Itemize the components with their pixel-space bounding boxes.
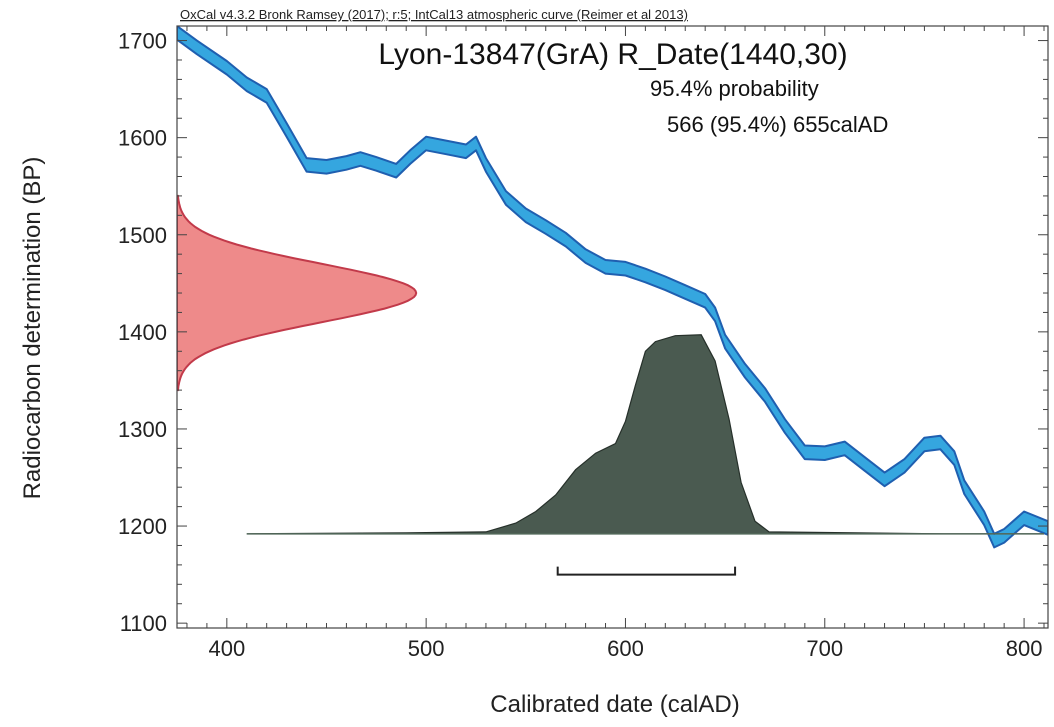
radiocarbon-distribution — [177, 194, 418, 392]
y-axis: 1100 1200 1300 1400 1500 1600 1700 — [118, 29, 1048, 636]
calibration-curve-band — [177, 26, 1048, 549]
x-tick-label: 600 — [607, 636, 644, 661]
range-label: 566 (95.4%) 655calAD — [667, 112, 888, 137]
y-tick-label: 1300 — [118, 417, 167, 442]
y-tick-label: 1100 — [120, 611, 167, 636]
y-tick-label: 1600 — [118, 126, 167, 151]
y-tick-label: 1400 — [118, 320, 167, 345]
x-tick-label: 700 — [806, 636, 843, 661]
range-bracket — [556, 566, 737, 576]
x-axis: 400 500 600 700 800 — [186, 26, 1045, 661]
software-header: OxCal v4.3.2 Bronk Ramsey (2017); r:5; I… — [180, 7, 688, 22]
x-tick-label: 400 — [208, 636, 245, 661]
y-axis-title: Radiocarbon determination (BP) — [19, 157, 46, 500]
posterior-distribution — [246, 334, 1044, 535]
y-tick-label: 1500 — [118, 223, 167, 248]
y-tick-label: 1200 — [118, 514, 167, 539]
chart-title: Lyon-13847(GrA) R_Date(1440,30) — [378, 38, 847, 71]
probability-label: 95.4% probability — [650, 76, 819, 101]
x-tick-label: 500 — [408, 636, 445, 661]
x-tick-label: 800 — [1006, 636, 1043, 661]
x-axis-title: Calibrated date (calAD) — [490, 691, 739, 718]
plot-frame — [176, 25, 1049, 629]
y-tick-label: 1700 — [118, 29, 167, 54]
